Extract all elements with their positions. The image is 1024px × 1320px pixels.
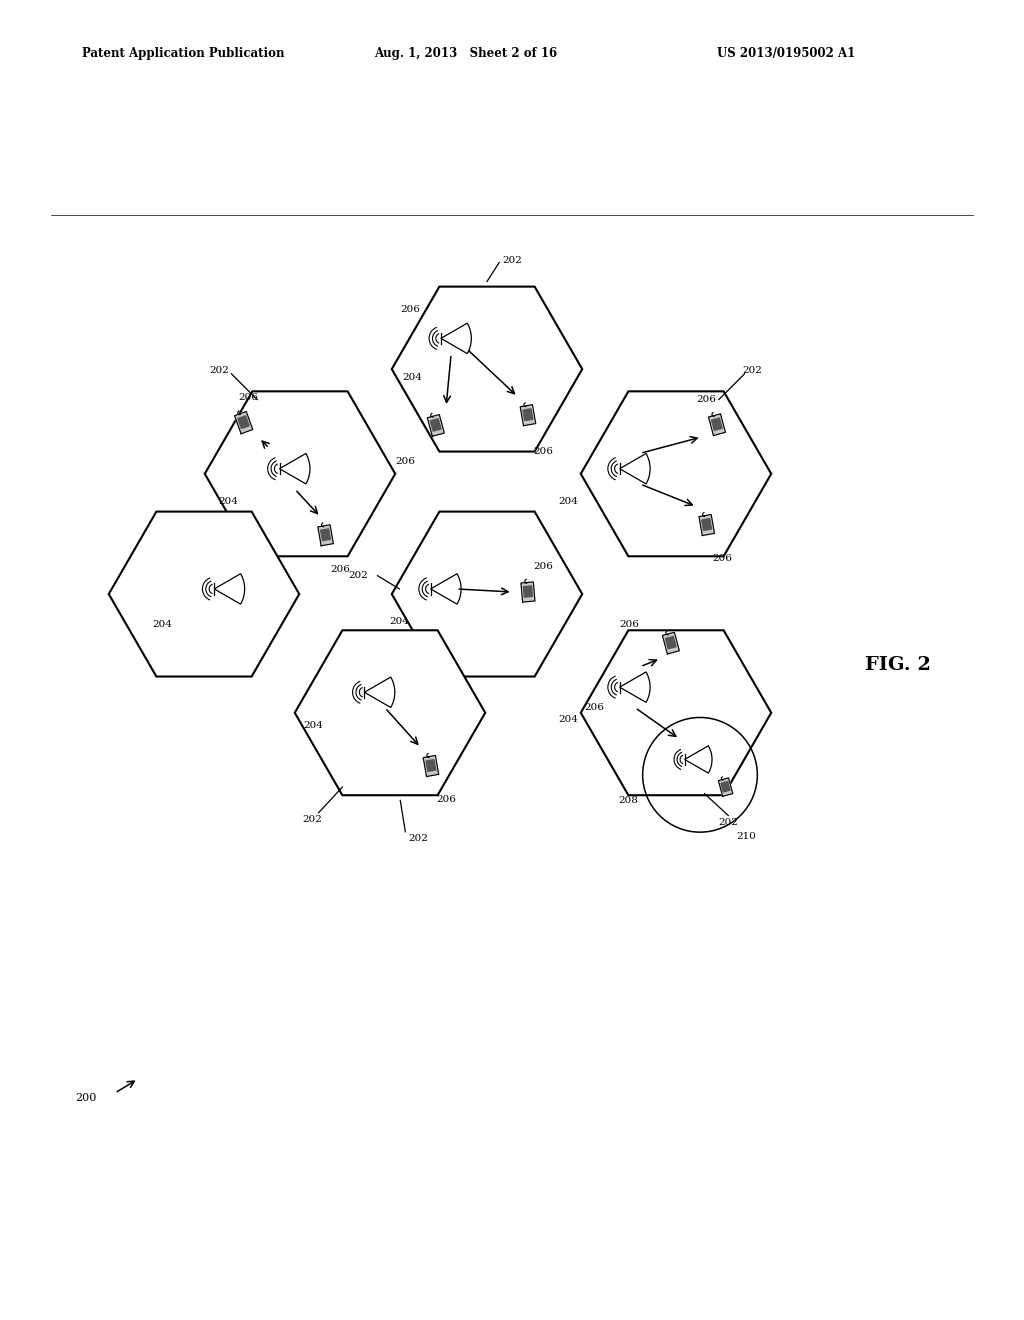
Polygon shape bbox=[295, 630, 485, 795]
Polygon shape bbox=[620, 454, 650, 484]
Polygon shape bbox=[317, 525, 334, 545]
Text: 204: 204 bbox=[558, 715, 579, 725]
Text: 210: 210 bbox=[736, 832, 756, 841]
Polygon shape bbox=[431, 574, 461, 605]
Text: 206: 206 bbox=[436, 795, 456, 804]
Polygon shape bbox=[321, 529, 331, 541]
Text: 206: 206 bbox=[712, 554, 732, 564]
Text: 206: 206 bbox=[331, 565, 350, 574]
Polygon shape bbox=[427, 414, 444, 437]
Polygon shape bbox=[709, 413, 725, 436]
Polygon shape bbox=[205, 391, 395, 556]
Polygon shape bbox=[109, 512, 299, 677]
Polygon shape bbox=[719, 777, 733, 796]
Polygon shape bbox=[426, 759, 436, 771]
Text: 206: 206 bbox=[400, 305, 420, 314]
Polygon shape bbox=[581, 630, 771, 795]
Polygon shape bbox=[238, 416, 249, 429]
Polygon shape bbox=[699, 515, 715, 536]
Text: 206: 206 bbox=[534, 446, 553, 455]
Text: US 2013/0195002 A1: US 2013/0195002 A1 bbox=[717, 46, 855, 59]
Text: 208: 208 bbox=[618, 796, 638, 805]
Text: 202: 202 bbox=[409, 834, 428, 843]
Polygon shape bbox=[392, 512, 583, 677]
Text: 202: 202 bbox=[348, 572, 369, 579]
Polygon shape bbox=[701, 519, 712, 531]
Polygon shape bbox=[620, 672, 650, 702]
Text: 202: 202 bbox=[302, 814, 322, 824]
Text: 206: 206 bbox=[584, 704, 604, 711]
Text: 200: 200 bbox=[75, 1093, 96, 1104]
Text: 204: 204 bbox=[303, 721, 323, 730]
Text: 204: 204 bbox=[218, 496, 238, 506]
Polygon shape bbox=[234, 412, 253, 434]
Text: Aug. 1, 2013   Sheet 2 of 16: Aug. 1, 2013 Sheet 2 of 16 bbox=[374, 46, 557, 59]
Text: 204: 204 bbox=[558, 496, 579, 506]
Polygon shape bbox=[685, 746, 712, 774]
Polygon shape bbox=[521, 582, 535, 602]
Polygon shape bbox=[441, 323, 471, 354]
Polygon shape bbox=[520, 405, 536, 425]
Polygon shape bbox=[581, 391, 771, 556]
Text: FIG. 2: FIG. 2 bbox=[865, 656, 931, 675]
Polygon shape bbox=[430, 418, 441, 432]
Polygon shape bbox=[712, 418, 722, 430]
Polygon shape bbox=[423, 755, 438, 776]
Polygon shape bbox=[392, 286, 583, 451]
Text: 206: 206 bbox=[239, 392, 258, 401]
Text: 206: 206 bbox=[620, 620, 640, 630]
Text: 202: 202 bbox=[719, 818, 738, 826]
Text: 206: 206 bbox=[696, 395, 717, 404]
Polygon shape bbox=[523, 409, 532, 421]
Text: 202: 202 bbox=[209, 367, 229, 375]
Polygon shape bbox=[365, 677, 395, 708]
Polygon shape bbox=[280, 454, 310, 484]
Polygon shape bbox=[721, 781, 730, 792]
Polygon shape bbox=[663, 632, 679, 653]
Text: 204: 204 bbox=[153, 620, 173, 630]
Text: 202: 202 bbox=[742, 367, 762, 375]
Text: Patent Application Publication: Patent Application Publication bbox=[82, 46, 285, 59]
Text: 206: 206 bbox=[534, 562, 553, 572]
Polygon shape bbox=[214, 574, 245, 605]
Text: 202: 202 bbox=[503, 256, 522, 265]
Polygon shape bbox=[523, 586, 532, 597]
Text: 204: 204 bbox=[402, 372, 422, 381]
Text: 206: 206 bbox=[395, 457, 415, 466]
Text: 204: 204 bbox=[390, 618, 410, 626]
Polygon shape bbox=[666, 636, 676, 649]
